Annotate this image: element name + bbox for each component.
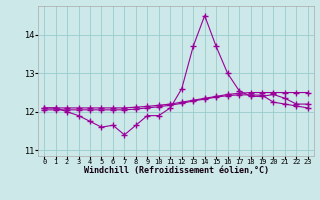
X-axis label: Windchill (Refroidissement éolien,°C): Windchill (Refroidissement éolien,°C): [84, 166, 268, 175]
